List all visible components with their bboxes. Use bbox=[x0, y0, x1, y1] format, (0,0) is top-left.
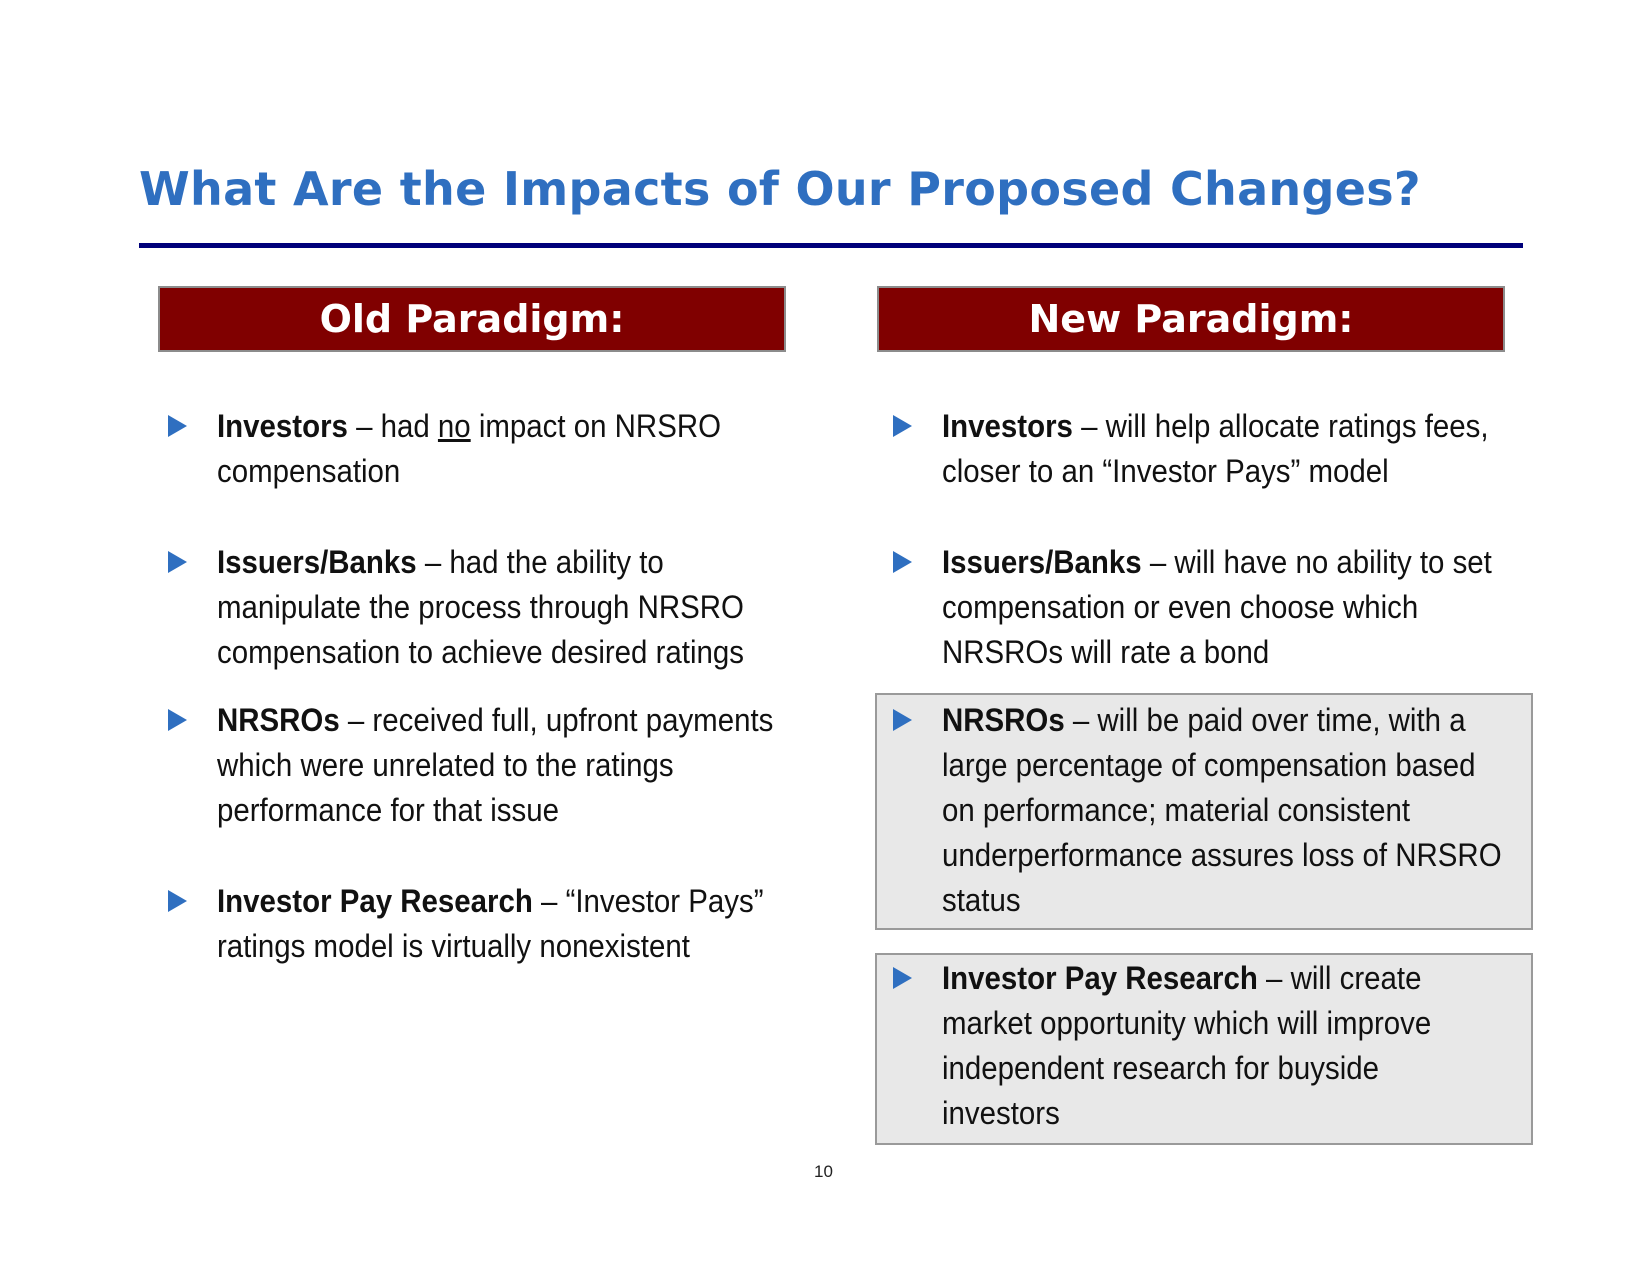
old-issuers-bullet: Issuers/Banks – had the ability to manip… bbox=[217, 540, 787, 675]
new-paradigm-header: New Paradigm: bbox=[877, 286, 1505, 352]
triangle-right-icon bbox=[168, 709, 187, 731]
bullet-underlined-text: no bbox=[437, 408, 471, 444]
new-paradigm-header-label: New Paradigm: bbox=[1028, 297, 1354, 341]
old-paradigm-header-label: Old Paradigm: bbox=[319, 297, 625, 341]
bullet-text: impact on NRSRO compensation bbox=[217, 408, 721, 489]
triangle-right-icon bbox=[893, 415, 912, 437]
new-issuers-bullet: Issuers/Banks – will have no ability to … bbox=[942, 540, 1503, 675]
old-nrsros-bullet: NRSROs – received full, upfront payments… bbox=[217, 698, 774, 833]
bullet-text: – received full, upfront payments which … bbox=[217, 702, 774, 828]
bullet-lead: Investor Pay Research bbox=[942, 960, 1258, 996]
bullet-lead: Investor Pay Research bbox=[217, 883, 533, 919]
bullet-text: – will help allocate ratings fees, close… bbox=[942, 408, 1489, 489]
page-number: 10 bbox=[814, 1162, 833, 1181]
triangle-right-icon bbox=[168, 415, 187, 437]
bullet-lead: Issuers/Banks bbox=[942, 544, 1142, 580]
triangle-right-icon bbox=[893, 551, 912, 573]
slide-title: What Are the Impacts of Our Proposed Cha… bbox=[139, 162, 1421, 216]
bullet-text: – had the ability to manipulate the proc… bbox=[217, 544, 744, 670]
old-investor-pay-bullet: Investor Pay Research – “Investor Pays” … bbox=[217, 879, 815, 969]
bullet-lead: Investors bbox=[217, 408, 348, 444]
bullet-text: – “Investor Pays” ratings model is virtu… bbox=[217, 883, 764, 964]
bullet-lead: NRSROs bbox=[942, 702, 1065, 738]
new-investors-bullet: Investors – will help allocate ratings f… bbox=[942, 404, 1563, 494]
title-divider bbox=[139, 243, 1523, 248]
bullet-text: – will create market opportunity which w… bbox=[942, 960, 1432, 1131]
triangle-right-icon bbox=[168, 551, 187, 573]
triangle-right-icon bbox=[893, 967, 912, 989]
new-nrsros-bullet: NRSROs – will be paid over time, with a … bbox=[942, 698, 1503, 923]
investor-pay-highlight-box bbox=[875, 953, 1533, 1145]
triangle-right-icon bbox=[168, 890, 187, 912]
bullet-lead: NRSROs bbox=[217, 702, 340, 738]
bullet-lead: Investors bbox=[942, 408, 1073, 444]
new-investor-pay-bullet: Investor Pay Research – will create mark… bbox=[942, 956, 1503, 1136]
nrsros-highlight-box bbox=[875, 693, 1533, 930]
bullet-text: – had bbox=[347, 408, 438, 444]
bullet-text: – will have no ability to set compensati… bbox=[942, 544, 1492, 670]
bullet-lead: Issuers/Banks bbox=[217, 544, 417, 580]
bullet-text: – will be paid over time, with a large p… bbox=[942, 702, 1502, 918]
old-paradigm-header: Old Paradigm: bbox=[158, 286, 786, 352]
triangle-right-icon bbox=[893, 709, 912, 731]
old-investors-bullet: Investors – had no impact on NRSRO compe… bbox=[217, 404, 787, 494]
